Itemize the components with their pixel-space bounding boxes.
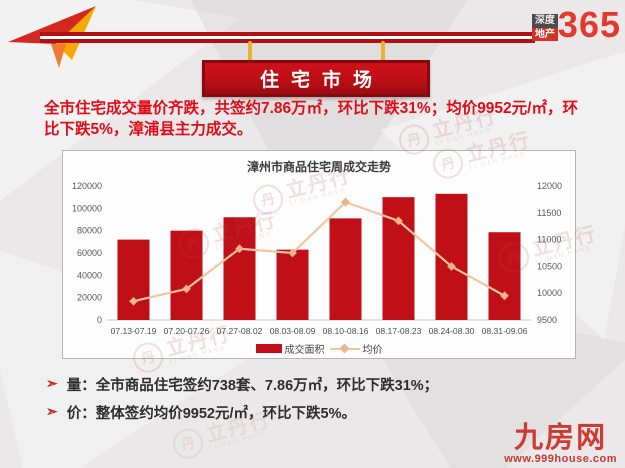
svg-text:08.03-08.09: 08.03-08.09 (270, 326, 316, 336)
svg-text:08.31-09.06: 08.31-09.06 (482, 326, 528, 336)
logo-line2: 地产 (531, 27, 558, 41)
svg-text:100000: 100000 (72, 203, 102, 213)
bullet-arrow-icon: ➣ (46, 375, 58, 391)
bullet-price: ➣ 价：整体签约均价9952元/㎡，环比下跌5%。 (46, 402, 566, 423)
svg-text:07.20-07.26: 07.20-07.26 (164, 326, 210, 336)
legend-bar-swatch (255, 344, 282, 353)
section-banner-title: 住宅市场 (259, 69, 384, 91)
section-banner: 住宅市场 (202, 60, 430, 97)
legend-item-area: 成交面积 (255, 341, 325, 356)
svg-text:07.13-07.19: 07.13-07.19 (111, 326, 157, 336)
shendu-365-logo: 深度 地产 365 (531, 4, 621, 45)
logo-365: 365 (557, 4, 621, 45)
svg-text:12000: 12000 (537, 181, 562, 191)
svg-text:9500: 9500 (537, 315, 557, 325)
svg-text:11000: 11000 (537, 235, 561, 245)
svg-text:10500: 10500 (537, 261, 562, 271)
svg-text:0: 0 (97, 315, 102, 325)
header-double-line (40, 32, 535, 43)
svg-text:08.10-08.16: 08.10-08.16 (323, 326, 369, 336)
svg-text:60000: 60000 (77, 248, 102, 258)
bar-line-chart: 0 20000 40000 60000 80000 100000 120000 9500 100… (72, 181, 562, 336)
legend-line-label: 均价 (362, 345, 383, 356)
svg-text:40000: 40000 (77, 270, 102, 280)
svg-text:08.17-08.23: 08.17-08.23 (376, 326, 422, 336)
svg-text:80000: 80000 (77, 226, 102, 236)
logo-text-stack: 深度 地产 (531, 14, 558, 41)
chart-card: 漳州市商品住宅周成交走势 0 20000 40000 60000 80000 100000… (62, 150, 576, 359)
legend-bar-label: 成交面积 (284, 345, 325, 356)
svg-text:10000: 10000 (537, 288, 562, 298)
chart-title: 漳州市商品住宅周成交走势 (246, 160, 391, 174)
svg-text:07.27-08.02: 07.27-08.02 (217, 326, 263, 336)
footer-url: www.999house.com (504, 453, 617, 465)
svg-text:20000: 20000 (77, 293, 102, 303)
legend-item-price: 均价 (329, 341, 383, 356)
footer-brand: 九房网 (514, 421, 608, 454)
headline-summary: 全市住宅成交量价齐跌，共签约7.86万㎡，环比下跌31%；均价9952元/㎡，环… (44, 100, 578, 138)
watermark-seal-icon: 丹 (169, 425, 207, 462)
jiufangwang-logo: 九房网 www.999house.com (504, 421, 617, 465)
svg-text:08.24-08.30: 08.24-08.30 (429, 326, 475, 336)
bullet-price-text: 价：整体签约均价9952元/㎡，环比下跌5%。 (66, 406, 356, 422)
bullet-volume-text: 量：全市商品住宅签约738套、7.86万㎡，环比下跌31%； (66, 378, 439, 394)
svg-text:120000: 120000 (72, 181, 102, 191)
bullet-arrow-icon: ➣ (46, 403, 58, 419)
chart-legend: 成交面积 均价 (63, 341, 575, 356)
svg-text:11500: 11500 (537, 208, 561, 218)
logo-line1: 深度 (531, 14, 558, 28)
bullet-volume: ➣ 量：全市商品住宅签约738套、7.86万㎡，环比下跌31%； (46, 374, 566, 395)
takeaway-bullets: ➣ 量：全市商品住宅签约738套、7.86万㎡，环比下跌31%； ➣ 价：整体签… (46, 374, 566, 430)
legend-line-swatch (329, 347, 360, 350)
